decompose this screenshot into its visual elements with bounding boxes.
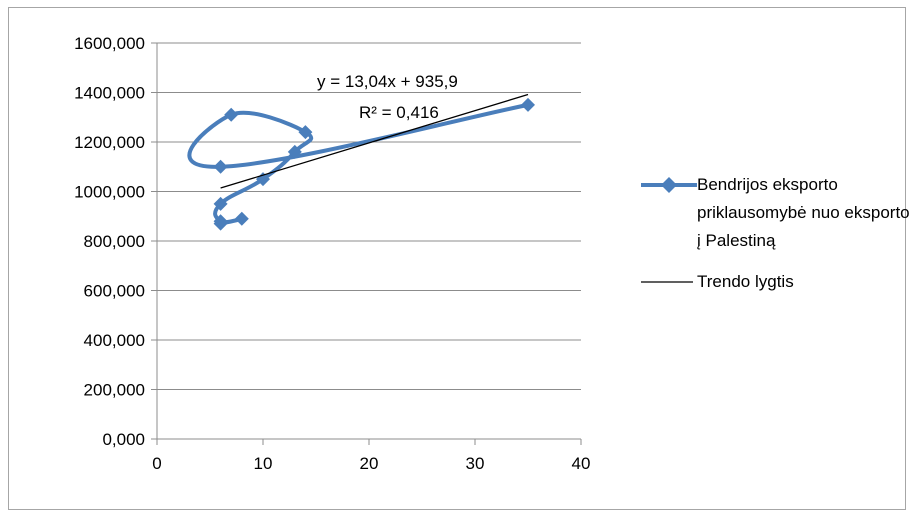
series-line — [187, 102, 529, 226]
r-squared-label: R² = 0,416 — [359, 103, 439, 122]
legend-label-series: Bendrijos eksporto priklausomybė nuo eks… — [697, 175, 910, 250]
data-point — [287, 144, 302, 159]
tick-labels: 0,000 200,000 400,000 600,000 800,000 1000,00… — [74, 34, 590, 473]
legend-label-trend: Trendo lygtis — [697, 272, 794, 291]
y-tick-label: 1400,000 — [74, 84, 145, 103]
trend-line — [220, 93, 529, 189]
data-point — [521, 97, 535, 112]
y-tick-label: 600,000 — [84, 282, 145, 301]
chart-frame: 0,000 200,000 400,000 600,000 800,000 1000,00… — [8, 7, 910, 510]
legend-item-trend: Trendo lygtis — [641, 271, 910, 296]
legend-line-trend — [641, 271, 697, 293]
legend: Bendrijos eksporto priklausomybė nuo eks… — [641, 174, 910, 296]
x-tick-label: 10 — [254, 454, 273, 473]
data-point — [234, 211, 249, 226]
legend-item-series: Bendrijos eksporto priklausomybė nuo eks… — [641, 174, 910, 255]
y-tick-label: 200,000 — [84, 381, 145, 400]
y-tick-label: 0,000 — [102, 430, 145, 449]
x-tick-label: 30 — [466, 454, 485, 473]
data-point — [213, 159, 228, 174]
axes — [156, 43, 582, 445]
y-tick-label: 800,000 — [84, 232, 145, 251]
series-markers — [213, 97, 535, 231]
data-point — [224, 107, 239, 122]
plot-area: 0,000 200,000 400,000 600,000 800,000 1000,00… — [74, 34, 590, 473]
x-tick-label: 40 — [572, 454, 591, 473]
x-tick-label: 0 — [152, 454, 161, 473]
data-point — [298, 125, 313, 140]
data-point — [213, 214, 228, 229]
x-tick-label: 20 — [360, 454, 379, 473]
y-tick-label: 1000,000 — [74, 183, 145, 202]
trend-equation: y = 13,04x + 935,9 — [317, 72, 458, 91]
grid-lines — [151, 42, 581, 440]
y-tick-label: 1600,000 — [74, 34, 145, 53]
data-point — [213, 196, 228, 211]
legend-marker-diamond — [641, 174, 697, 196]
y-tick-label: 1200,000 — [74, 133, 145, 152]
y-tick-label: 400,000 — [84, 331, 145, 350]
